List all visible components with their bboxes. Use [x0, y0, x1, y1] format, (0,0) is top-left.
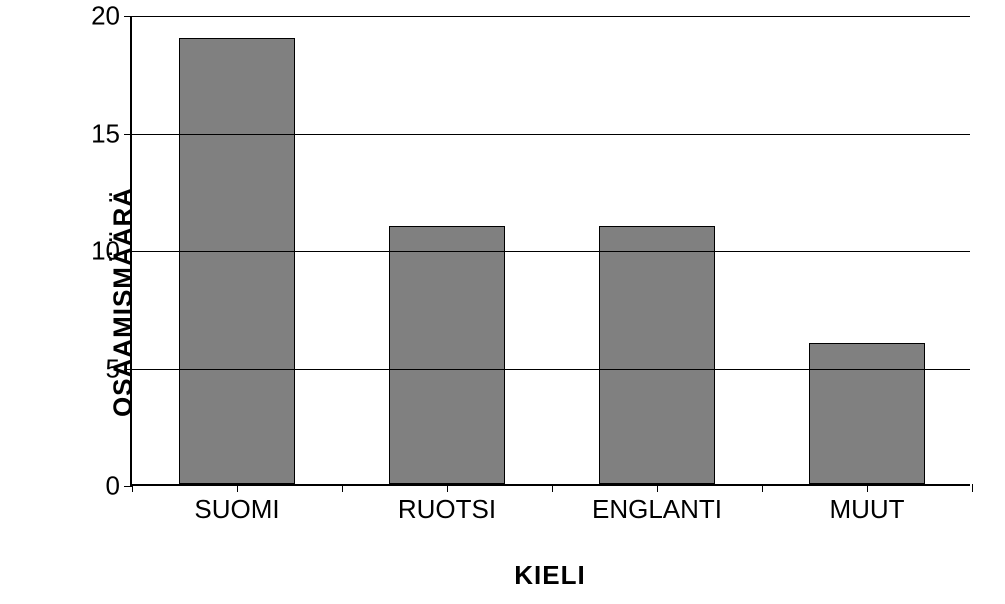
- grid-line: [132, 16, 970, 17]
- category-tick: [867, 484, 868, 492]
- category-tick: [237, 484, 238, 492]
- category-label: RUOTSI: [398, 494, 496, 525]
- category-boundary-tick: [132, 484, 133, 492]
- x-axis-label: KIELI: [514, 560, 585, 591]
- category-tick: [447, 484, 448, 492]
- y-tick-mark: [124, 486, 132, 487]
- bars-layer: [132, 16, 970, 484]
- bar: [389, 226, 505, 485]
- grid-line: [132, 369, 970, 370]
- bar: [179, 38, 295, 485]
- category-boundary-tick: [552, 484, 553, 492]
- category-label: ENGLANTI: [592, 494, 722, 525]
- y-tick-label: 0: [106, 471, 120, 502]
- grid-line: [132, 134, 970, 135]
- chart-container: OSAAMISMÄÄRÄ KIELI 05101520SUOMIRUOTSIEN…: [0, 0, 1005, 604]
- y-tick-mark: [124, 134, 132, 135]
- bar: [809, 343, 925, 484]
- category-tick: [657, 484, 658, 492]
- grid-line: [132, 251, 970, 252]
- y-tick-label: 20: [91, 1, 120, 32]
- plot-area: 05101520SUOMIRUOTSIENGLANTIMUUT: [130, 16, 970, 486]
- x-axis-label-text: KIELI: [514, 560, 585, 590]
- category-boundary-tick: [342, 484, 343, 492]
- y-tick-label: 15: [91, 118, 120, 149]
- y-tick-label: 10: [91, 236, 120, 267]
- y-tick-mark: [124, 251, 132, 252]
- category-label: SUOMI: [194, 494, 279, 525]
- y-tick-mark: [124, 16, 132, 17]
- bar: [599, 226, 715, 485]
- category-boundary-tick: [762, 484, 763, 492]
- y-tick-mark: [124, 369, 132, 370]
- category-label: MUUT: [829, 494, 904, 525]
- y-tick-label: 5: [106, 353, 120, 384]
- category-boundary-tick: [972, 484, 973, 492]
